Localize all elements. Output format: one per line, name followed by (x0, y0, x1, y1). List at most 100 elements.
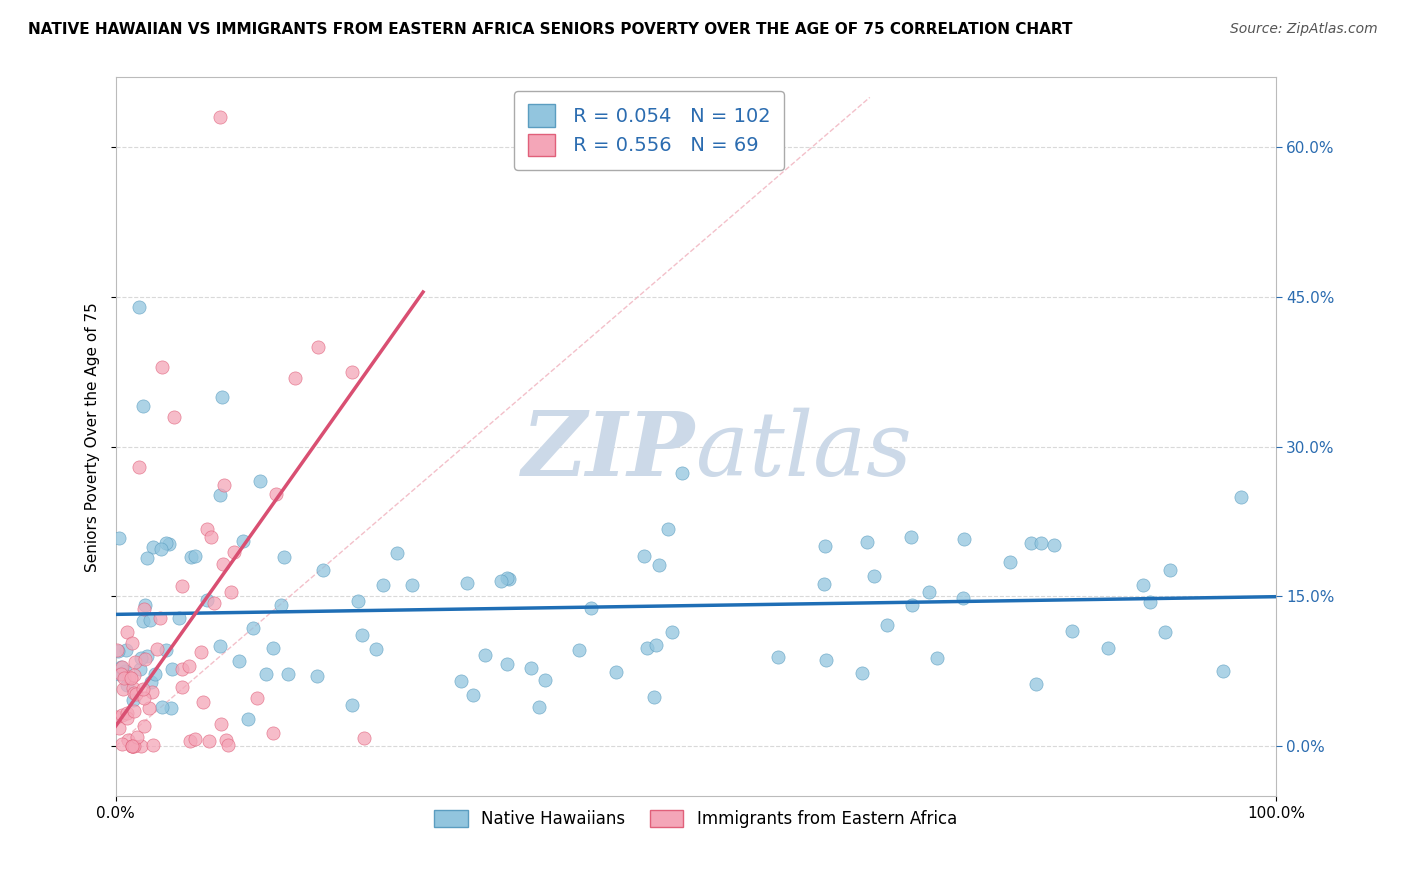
Point (222, 544, 245, 558)
Point (160, 662, 183, 676)
Point (489, 574, 512, 588)
Point (150, 359, 173, 374)
Point (215, 732, 238, 747)
Point (121, 739, 143, 754)
Point (346, 593, 368, 607)
Point (172, 662, 194, 676)
Point (246, 690, 269, 705)
Point (107, 644, 129, 658)
Point (605, 665, 627, 679)
Point (1097, 640, 1119, 655)
Point (401, 578, 423, 592)
Point (179, 734, 201, 748)
Point (128, 459, 150, 474)
Point (211, 558, 233, 572)
Point (134, 691, 156, 706)
Point (495, 657, 517, 672)
Point (209, 488, 232, 502)
Point (456, 576, 478, 591)
Point (105, 710, 128, 724)
Point (125, 687, 148, 701)
Point (208, 640, 231, 654)
Point (814, 539, 837, 553)
Point (1132, 578, 1154, 592)
Point (450, 673, 472, 688)
Point (657, 522, 679, 536)
Point (1139, 595, 1161, 609)
Point (644, 638, 666, 652)
Point (138, 700, 160, 714)
Text: ZIP: ZIP (523, 408, 696, 494)
Point (124, 739, 146, 754)
Point (115, 711, 138, 725)
Point (385, 546, 408, 560)
Point (159, 701, 181, 715)
Point (184, 732, 207, 747)
Point (813, 576, 835, 591)
Point (110, 659, 132, 673)
Point (1230, 490, 1253, 504)
Point (157, 537, 180, 551)
Point (307, 669, 329, 683)
Point (184, 549, 207, 563)
Point (461, 688, 484, 702)
Point (124, 686, 146, 700)
Point (125, 731, 148, 745)
Point (671, 466, 693, 480)
Point (141, 540, 163, 554)
Point (371, 578, 394, 592)
Point (262, 641, 284, 656)
Point (581, 601, 603, 615)
Point (132, 682, 155, 697)
Point (111, 659, 134, 673)
Text: Source: ZipAtlas.com: Source: ZipAtlas.com (1230, 22, 1378, 37)
Point (1025, 676, 1047, 690)
Point (198, 734, 221, 748)
Point (228, 654, 250, 668)
Point (155, 643, 177, 657)
Point (900, 530, 922, 544)
Point (132, 602, 155, 616)
Point (1029, 536, 1052, 550)
Point (112, 681, 135, 696)
Point (209, 717, 232, 731)
Text: NATIVE HAWAIIAN VS IMMIGRANTS FROM EASTERN AFRICA SENIORS POVERTY OVER THE AGE O: NATIVE HAWAIIAN VS IMMIGRANTS FROM EASTE… (28, 22, 1073, 37)
Point (134, 719, 156, 733)
Point (128, 300, 150, 314)
Point (862, 569, 884, 583)
Point (190, 644, 212, 658)
Point (121, 681, 143, 695)
Point (661, 624, 683, 639)
Point (134, 652, 156, 666)
Point (284, 370, 307, 384)
Point (648, 558, 671, 572)
Point (900, 598, 922, 612)
Point (200, 530, 222, 544)
Point (122, 705, 145, 719)
Point (121, 739, 143, 754)
Point (170, 680, 193, 694)
Point (122, 693, 145, 707)
Point (129, 739, 152, 754)
Y-axis label: Seniors Poverty Over the Age of 75: Seniors Poverty Over the Age of 75 (86, 301, 100, 572)
Point (128, 662, 150, 676)
Point (918, 585, 941, 599)
Point (139, 675, 162, 690)
Point (254, 667, 277, 681)
Point (170, 579, 193, 593)
Point (340, 698, 363, 712)
Point (136, 649, 159, 664)
Point (208, 111, 231, 125)
Point (643, 690, 665, 704)
Point (146, 641, 169, 656)
Point (191, 695, 214, 709)
Point (232, 534, 254, 549)
Point (143, 667, 166, 681)
Point (270, 598, 292, 612)
Point (110, 667, 132, 681)
Point (262, 725, 284, 739)
Point (108, 721, 131, 735)
Point (768, 649, 790, 664)
Point (925, 651, 948, 665)
Point (998, 555, 1021, 569)
